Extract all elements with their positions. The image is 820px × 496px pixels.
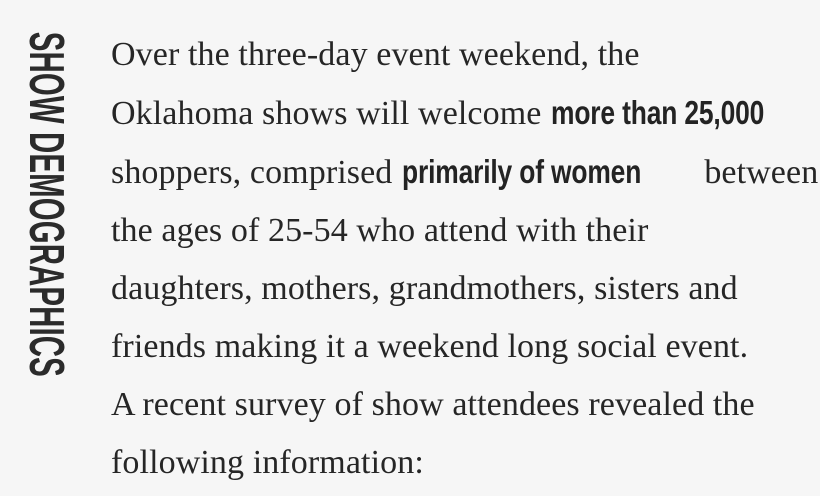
paragraph-text: Over the three-day event weekend, the — [111, 36, 640, 73]
emphasized-phrase: more than 25,000 — [551, 94, 765, 131]
vertical-heading-rotator: SHOW DEMOGRAPHICS — [18, 15, 74, 485]
demographics-paragraph: Over the three-day event weekend, the Okl… — [111, 26, 820, 492]
paragraph-line: A recent survey of show attendees reveal… — [111, 376, 820, 434]
paragraph-text: following information: — [111, 444, 424, 481]
paragraph-text: between — [695, 154, 819, 191]
paragraph-line: daughters, mothers, grandmothers, sister… — [111, 260, 820, 318]
paragraph-line: friends making it a weekend long social … — [111, 318, 820, 376]
paragraph-line: shoppers, comprised primarily of women b… — [111, 143, 820, 202]
paragraph-line: the ages of 25-54 who attend with their — [111, 202, 820, 260]
paragraph-text: daughters, mothers, grandmothers, sister… — [111, 270, 738, 307]
paragraph-line: Oklahoma shows will welcome more than 25… — [111, 84, 820, 143]
emphasized-phrase: primarily of women — [402, 153, 642, 190]
section-heading-label: SHOW DEMOGRAPHICS — [19, 31, 74, 377]
paragraph-text: Oklahoma shows will welcome — [111, 95, 551, 132]
vertical-section-heading: SHOW DEMOGRAPHICS — [0, 0, 92, 496]
paragraph-line: Over the three-day event weekend, the — [111, 26, 820, 84]
paragraph-text: friends making it a weekend long social … — [111, 328, 749, 365]
paragraph-text: A recent survey of show attendees reveal… — [111, 386, 755, 423]
paragraph-text: the ages of 25-54 who attend with their — [111, 212, 649, 249]
paragraph-line: following information: — [111, 434, 820, 492]
paragraph-text: shoppers, comprised — [111, 154, 402, 191]
